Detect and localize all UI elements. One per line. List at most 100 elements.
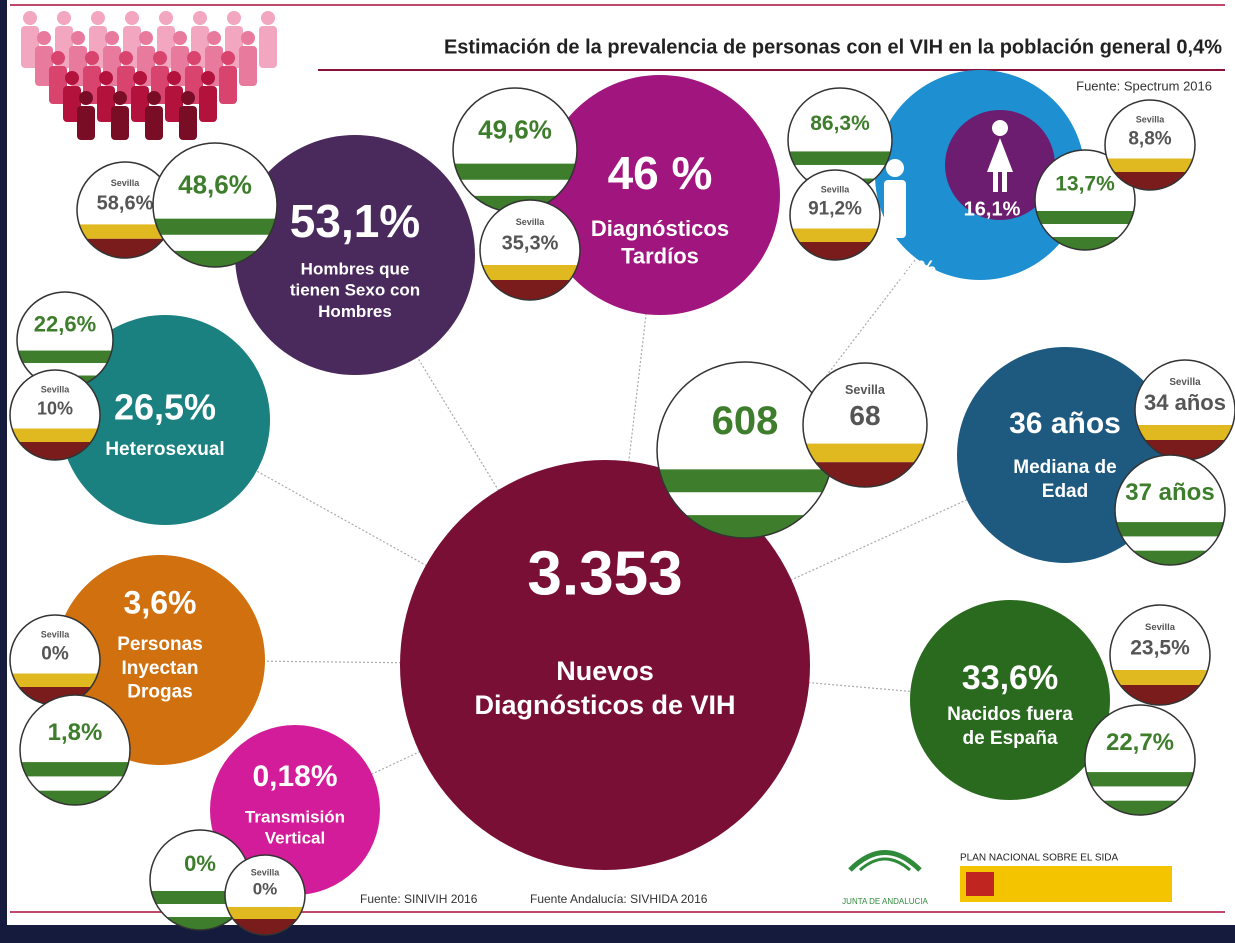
person-head bbox=[105, 31, 119, 45]
andalucia-value: 37 años bbox=[1125, 479, 1214, 506]
sevilla-label: Sevilla bbox=[845, 383, 886, 397]
person-body bbox=[219, 66, 237, 104]
person-head bbox=[119, 51, 133, 65]
msm-label: Hombres bbox=[318, 302, 392, 321]
person-head bbox=[261, 11, 275, 25]
andalucia-value: 22,6% bbox=[34, 311, 96, 336]
sevilla-label: Sevilla bbox=[516, 217, 546, 227]
foreign-label: de España bbox=[962, 728, 1057, 749]
sevilla-value: 10% bbox=[37, 398, 73, 418]
hetero-label: Heterosexual bbox=[105, 439, 224, 460]
sevilla-value: 34 años bbox=[1144, 390, 1226, 415]
sevilla-label: Sevilla bbox=[41, 630, 71, 640]
person-body bbox=[111, 106, 129, 140]
person-head bbox=[51, 51, 65, 65]
person-head bbox=[227, 11, 241, 25]
person-head bbox=[201, 71, 215, 85]
flag-stripe bbox=[10, 429, 100, 443]
person-head bbox=[167, 71, 181, 85]
sevilla-label: Sevilla bbox=[41, 385, 71, 395]
sevilla-value: 8,8% bbox=[1128, 129, 1171, 150]
age-value: 36 años bbox=[1009, 407, 1121, 440]
woman-icon-head bbox=[992, 120, 1008, 136]
ministry-shield bbox=[966, 872, 994, 896]
person-head bbox=[85, 51, 99, 65]
andalucia-value: 608 bbox=[712, 399, 779, 443]
person-head bbox=[79, 91, 93, 105]
person-head bbox=[99, 71, 113, 85]
person-head bbox=[187, 51, 201, 65]
person-body bbox=[77, 106, 95, 140]
late-value: 46 % bbox=[608, 147, 713, 199]
person-head bbox=[23, 11, 37, 25]
person-body bbox=[199, 86, 217, 122]
flag-stripe bbox=[1035, 211, 1135, 224]
top-source: Fuente: Spectrum 2016 bbox=[1076, 78, 1212, 93]
andalucia-value: 0% bbox=[184, 851, 216, 876]
foreign-label: Nacidos fuera bbox=[947, 704, 1073, 725]
person-head bbox=[193, 11, 207, 25]
person-head bbox=[207, 31, 221, 45]
age-label: Mediana de bbox=[1013, 457, 1116, 478]
andalucia-value: 49,6% bbox=[478, 114, 552, 144]
idu-value: 3,6% bbox=[124, 584, 197, 620]
idu-label: Personas bbox=[117, 634, 203, 655]
flag-stripe bbox=[1105, 159, 1195, 173]
sevilla-label: Sevilla bbox=[1136, 115, 1166, 125]
flag-stripe bbox=[225, 907, 305, 919]
flag-stripe bbox=[803, 444, 927, 463]
vertical-label: Vertical bbox=[265, 829, 326, 848]
person-head bbox=[159, 11, 173, 25]
person-head bbox=[113, 91, 127, 105]
late-label: Diagnósticos bbox=[591, 216, 729, 241]
flag-stripe bbox=[788, 151, 892, 165]
hetero-value: 26,5% bbox=[114, 387, 216, 428]
foreign-value: 33,6% bbox=[962, 659, 1058, 697]
person-head bbox=[173, 31, 187, 45]
junta-label: JUNTA DE ANDALUCIA bbox=[842, 897, 928, 906]
center-label: Nuevos bbox=[556, 656, 654, 686]
person-head bbox=[153, 51, 167, 65]
sevilla-label: Sevilla bbox=[111, 178, 141, 188]
vertical-value: 0,18% bbox=[252, 760, 337, 793]
person-head bbox=[133, 71, 147, 85]
page: {"header": {"title": "Estimación de la p… bbox=[0, 0, 1235, 943]
infographic: 3.353 Nuevos Diagnósticos de VIH 53,1% Hombr… bbox=[0, 0, 1235, 943]
sevilla-label: Sevilla bbox=[1145, 622, 1176, 633]
age-label: Edad bbox=[1042, 481, 1088, 502]
late-label: Tardíos bbox=[621, 243, 699, 268]
flag-stripe bbox=[153, 219, 277, 235]
person-head bbox=[57, 11, 71, 25]
sevilla-label: Sevilla bbox=[251, 867, 281, 877]
andalucia-value: 86,3% bbox=[810, 112, 870, 135]
flag-stripe bbox=[1135, 425, 1235, 440]
andalucia-value: 48,6% bbox=[178, 169, 252, 199]
footer-source-andalucia: Fuente Andalucía: SIVHIDA 2016 bbox=[530, 892, 708, 906]
flag-stripe bbox=[1110, 670, 1210, 685]
sevilla-label: Sevilla bbox=[821, 185, 851, 195]
sevilla-value: 91,2% bbox=[808, 199, 862, 220]
person-head bbox=[139, 31, 153, 45]
frame-left bbox=[0, 0, 7, 943]
center-value: 3.353 bbox=[527, 539, 682, 608]
person-body bbox=[179, 106, 197, 140]
andalucia-value: 22,7% bbox=[1106, 729, 1174, 756]
person-head bbox=[181, 91, 195, 105]
sevilla-value: 58,6% bbox=[97, 193, 154, 215]
person-head bbox=[91, 11, 105, 25]
msm-value: 53,1% bbox=[290, 195, 420, 247]
plan-label: PLAN NACIONAL SOBRE EL SIDA bbox=[960, 853, 1119, 864]
center-label: Diagnósticos de VIH bbox=[474, 690, 735, 720]
flag-stripe bbox=[657, 469, 833, 492]
person-body bbox=[239, 46, 257, 86]
flag-stripe bbox=[453, 164, 577, 180]
footer-source: Fuente: SINIVIH 2016 bbox=[360, 892, 478, 906]
sevilla-value: 23,5% bbox=[1130, 637, 1190, 660]
person-head bbox=[37, 31, 51, 45]
andalucia-value: 1,8% bbox=[48, 719, 103, 746]
flag-stripe bbox=[1085, 772, 1195, 786]
foreign-bubble bbox=[910, 600, 1110, 800]
msm-label: tienen Sexo con bbox=[290, 281, 420, 300]
title: Estimación de la prevalencia de personas… bbox=[444, 36, 1222, 58]
person-head bbox=[71, 31, 85, 45]
